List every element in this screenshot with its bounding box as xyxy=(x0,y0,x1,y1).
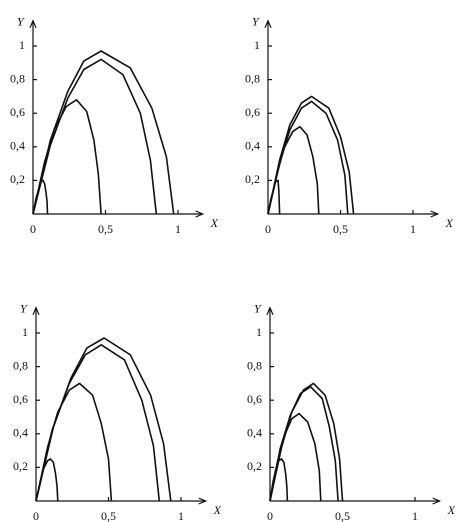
x-tick-label: 1 xyxy=(178,509,184,522)
trajectory xyxy=(35,458,59,502)
x-axis-label: X xyxy=(213,503,222,517)
y-axis-arrow xyxy=(29,19,37,29)
trajectory xyxy=(269,412,322,502)
x-tick-label: 0 xyxy=(33,509,39,522)
x-axis-arrow xyxy=(198,497,208,505)
y-tick-label: 0,4 xyxy=(10,139,25,153)
trajectory xyxy=(267,125,320,215)
y-axis-label: Y xyxy=(20,302,28,316)
y-axis-arrow xyxy=(32,306,40,316)
x-tick-label: 1 xyxy=(412,509,418,522)
trajectory xyxy=(32,58,158,215)
y-tick-label: 1 xyxy=(22,325,28,339)
x-tick-label: 1 xyxy=(410,222,416,236)
x-tick-label: 0 xyxy=(265,222,271,236)
trajectory xyxy=(32,99,102,215)
y-tick-label: 0,2 xyxy=(247,459,262,473)
trajectory xyxy=(32,50,175,215)
x-tick-label: 0,5 xyxy=(101,509,116,522)
y-tick-label: 0,8 xyxy=(13,358,28,372)
trajectory xyxy=(35,382,113,502)
y-tick-label: 0,6 xyxy=(13,392,28,406)
y-axis-arrow xyxy=(266,306,274,316)
y-axis-label: Y xyxy=(17,15,25,29)
y-tick-label: 0,4 xyxy=(247,426,262,440)
x-tick-label: 0,5 xyxy=(335,509,350,522)
y-tick-label: 0,2 xyxy=(245,172,260,186)
x-tick-label: 0 xyxy=(267,509,273,522)
x-tick-label: 0,5 xyxy=(333,222,348,236)
y-tick-label: 1 xyxy=(19,38,25,52)
y-tick-label: 0,6 xyxy=(247,392,262,406)
x-axis-label: X xyxy=(210,216,219,230)
y-tick-label: 0,2 xyxy=(10,172,25,186)
x-axis-label: X xyxy=(447,503,456,517)
y-axis-label: Y xyxy=(254,302,262,316)
x-tick-label: 0 xyxy=(30,222,36,236)
x-tick-label: 1 xyxy=(175,222,181,236)
trajectory xyxy=(267,179,281,215)
y-tick-label: 0,8 xyxy=(10,71,25,85)
y-tick-label: 0,6 xyxy=(10,105,25,119)
trajectory xyxy=(267,95,355,215)
y-tick-label: 1 xyxy=(254,38,260,52)
y-tick-label: 0,8 xyxy=(245,71,260,85)
x-axis-arrow xyxy=(432,497,442,505)
y-tick-label: 0,8 xyxy=(247,358,262,372)
trajectory xyxy=(269,458,289,502)
y-tick-label: 0,2 xyxy=(13,459,28,473)
y-tick-label: 0,6 xyxy=(245,105,260,119)
y-tick-label: 0,4 xyxy=(13,426,28,440)
trajectory xyxy=(32,179,49,215)
x-tick-label: 0,5 xyxy=(98,222,113,236)
y-tick-label: 1 xyxy=(256,325,262,339)
x-axis-arrow xyxy=(195,210,205,218)
y-axis-label: Y xyxy=(252,15,260,29)
x-axis-label: X xyxy=(445,216,454,230)
x-axis-arrow xyxy=(430,210,440,218)
y-tick-label: 0,4 xyxy=(245,139,260,153)
y-axis-arrow xyxy=(264,19,272,29)
